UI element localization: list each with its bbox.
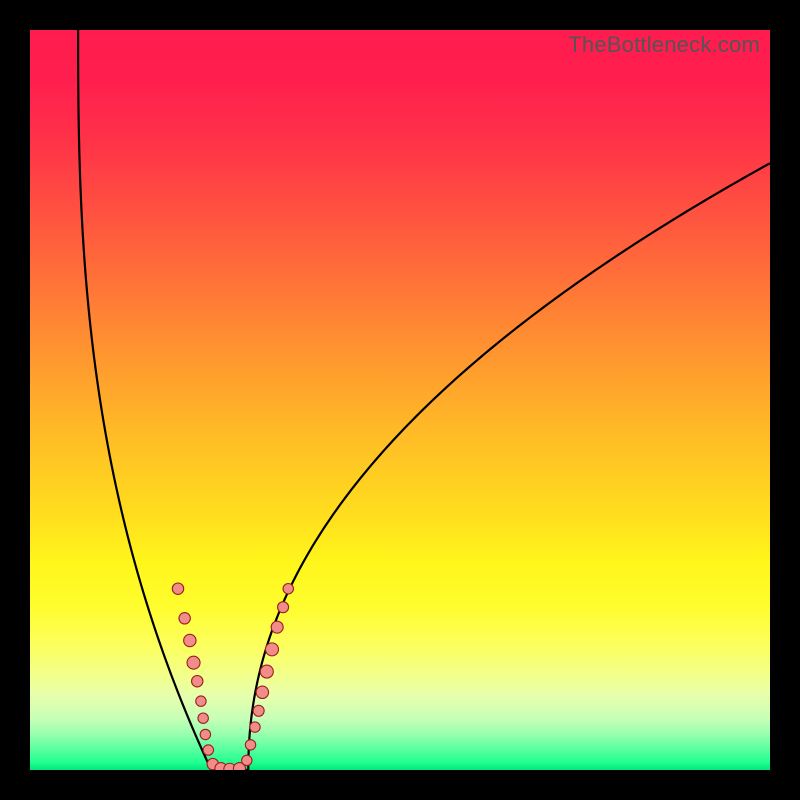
watermark-text: TheBottleneck.com — [568, 32, 760, 58]
data-marker — [250, 722, 260, 732]
data-marker — [253, 705, 264, 716]
plot-area — [30, 30, 770, 770]
data-marker — [203, 745, 213, 755]
data-marker — [200, 729, 210, 739]
data-marker — [187, 656, 200, 669]
data-marker — [283, 584, 293, 594]
data-marker — [265, 643, 278, 656]
data-marker — [192, 676, 203, 687]
data-marker — [198, 713, 208, 723]
data-marker — [278, 602, 289, 613]
chart-frame: TheBottleneck.com — [0, 0, 800, 800]
data-marker — [242, 755, 252, 765]
right-curve — [248, 163, 770, 770]
data-marker — [260, 665, 273, 678]
data-marker — [172, 583, 183, 594]
data-marker — [179, 613, 190, 624]
chart-svg — [30, 30, 770, 770]
data-marker — [245, 740, 255, 750]
data-marker — [196, 696, 206, 706]
data-marker — [256, 686, 268, 698]
data-marker — [271, 621, 283, 633]
data-marker — [184, 634, 196, 646]
